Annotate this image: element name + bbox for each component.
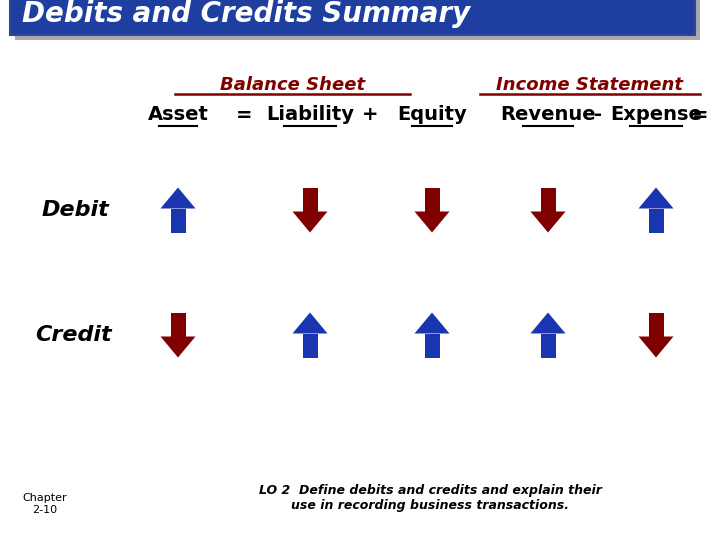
Text: Debits and Credits Summary: Debits and Credits Summary — [22, 0, 470, 28]
Polygon shape — [161, 187, 196, 208]
Polygon shape — [639, 336, 673, 357]
Polygon shape — [639, 187, 673, 208]
Text: Liability: Liability — [266, 105, 354, 125]
Text: Chapter
2-10: Chapter 2-10 — [22, 493, 67, 515]
Polygon shape — [415, 212, 449, 233]
Polygon shape — [531, 212, 565, 233]
Polygon shape — [425, 334, 439, 357]
Text: Expense: Expense — [610, 105, 702, 125]
Polygon shape — [292, 313, 328, 334]
Text: Credit: Credit — [35, 325, 112, 345]
Polygon shape — [171, 313, 186, 336]
Text: -: - — [594, 105, 602, 125]
Polygon shape — [531, 313, 565, 334]
Polygon shape — [649, 313, 664, 336]
Polygon shape — [649, 208, 664, 233]
FancyBboxPatch shape — [15, 0, 700, 40]
Polygon shape — [425, 187, 439, 212]
Text: Equity: Equity — [397, 105, 467, 125]
Polygon shape — [541, 187, 556, 212]
Text: Balance Sheet: Balance Sheet — [220, 76, 366, 94]
FancyBboxPatch shape — [10, 0, 695, 35]
Text: =: = — [235, 105, 252, 125]
Text: +: + — [361, 105, 378, 125]
Polygon shape — [171, 208, 186, 233]
Polygon shape — [302, 187, 318, 212]
Text: LO 2  Define debits and credits and explain their
use in recording business tran: LO 2 Define debits and credits and expla… — [258, 484, 601, 512]
Text: Revenue: Revenue — [500, 105, 596, 125]
Text: Debit: Debit — [42, 200, 109, 220]
Polygon shape — [161, 336, 196, 357]
Polygon shape — [292, 212, 328, 233]
Polygon shape — [541, 334, 556, 357]
Polygon shape — [415, 313, 449, 334]
Polygon shape — [302, 334, 318, 357]
Text: Income Statement: Income Statement — [497, 76, 683, 94]
Text: Asset: Asset — [148, 105, 208, 125]
Text: =: = — [692, 105, 708, 125]
